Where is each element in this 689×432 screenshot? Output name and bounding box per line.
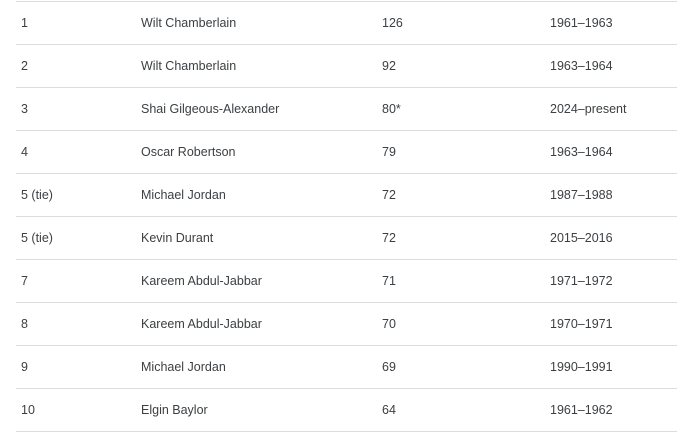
rank-cell: 4 <box>16 130 136 174</box>
count-cell: 70 <box>377 302 545 346</box>
season-cell: 1963–1964 <box>545 130 677 174</box>
player-cell: Elgin Baylor <box>136 388 377 432</box>
table-row: 5 (tie) Michael Jordan 72 1987–1988 <box>16 173 677 217</box>
season-cell: 1961–1963 <box>545 1 677 45</box>
season-cell: 1990–1991 <box>545 345 677 389</box>
count-cell: 72 <box>377 216 545 260</box>
player-cell: Kareem Abdul-Jabbar <box>136 259 377 303</box>
rank-cell: 3 <box>16 87 136 131</box>
player-cell: Wilt Chamberlain <box>136 1 377 45</box>
table-row: 9 Michael Jordan 69 1990–1991 <box>16 345 677 389</box>
rank-cell: 9 <box>16 345 136 389</box>
table-row: 1 Wilt Chamberlain 126 1961–1963 <box>16 1 677 45</box>
count-cell: 72 <box>377 173 545 217</box>
season-cell: 1963–1964 <box>545 44 677 88</box>
season-cell: 1961–1962 <box>545 388 677 432</box>
season-cell: 2015–2016 <box>545 216 677 260</box>
table-row: 10 Elgin Baylor 64 1961–1962 <box>16 388 677 432</box>
count-cell: 64 <box>377 388 545 432</box>
season-cell: 1970–1971 <box>545 302 677 346</box>
rank-cell: 8 <box>16 302 136 346</box>
season-cell: 1987–1988 <box>545 173 677 217</box>
table-row: 7 Kareem Abdul-Jabbar 71 1971–1972 <box>16 259 677 303</box>
table-row: 3 Shai Gilgeous-Alexander 80* 2024–present <box>16 87 677 131</box>
rank-cell: 5 (tie) <box>16 173 136 217</box>
table-row: 8 Kareem Abdul-Jabbar 70 1970–1971 <box>16 302 677 346</box>
player-cell: Kareem Abdul-Jabbar <box>136 302 377 346</box>
rank-cell: 5 (tie) <box>16 216 136 260</box>
count-cell: 79 <box>377 130 545 174</box>
table-row: 2 Wilt Chamberlain 92 1963–1964 <box>16 44 677 88</box>
records-table: 1 Wilt Chamberlain 126 1961–1963 2 Wilt Chamb… <box>16 1 677 432</box>
rank-cell: 7 <box>16 259 136 303</box>
table-row: 5 (tie) Kevin Durant 72 2015–2016 <box>16 216 677 260</box>
player-cell: Shai Gilgeous-Alexander <box>136 87 377 131</box>
count-cell: 69 <box>377 345 545 389</box>
count-cell: 71 <box>377 259 545 303</box>
player-cell: Michael Jordan <box>136 345 377 389</box>
table-row: 4 Oscar Robertson 79 1963–1964 <box>16 130 677 174</box>
player-cell: Oscar Robertson <box>136 130 377 174</box>
rank-cell: 1 <box>16 1 136 45</box>
player-cell: Wilt Chamberlain <box>136 44 377 88</box>
count-cell: 92 <box>377 44 545 88</box>
rank-cell: 2 <box>16 44 136 88</box>
rank-cell: 10 <box>16 388 136 432</box>
season-cell: 1971–1972 <box>545 259 677 303</box>
player-cell: Kevin Durant <box>136 216 377 260</box>
count-cell: 126 <box>377 1 545 45</box>
player-cell: Michael Jordan <box>136 173 377 217</box>
season-cell: 2024–present <box>545 87 677 131</box>
count-cell: 80* <box>377 87 545 131</box>
